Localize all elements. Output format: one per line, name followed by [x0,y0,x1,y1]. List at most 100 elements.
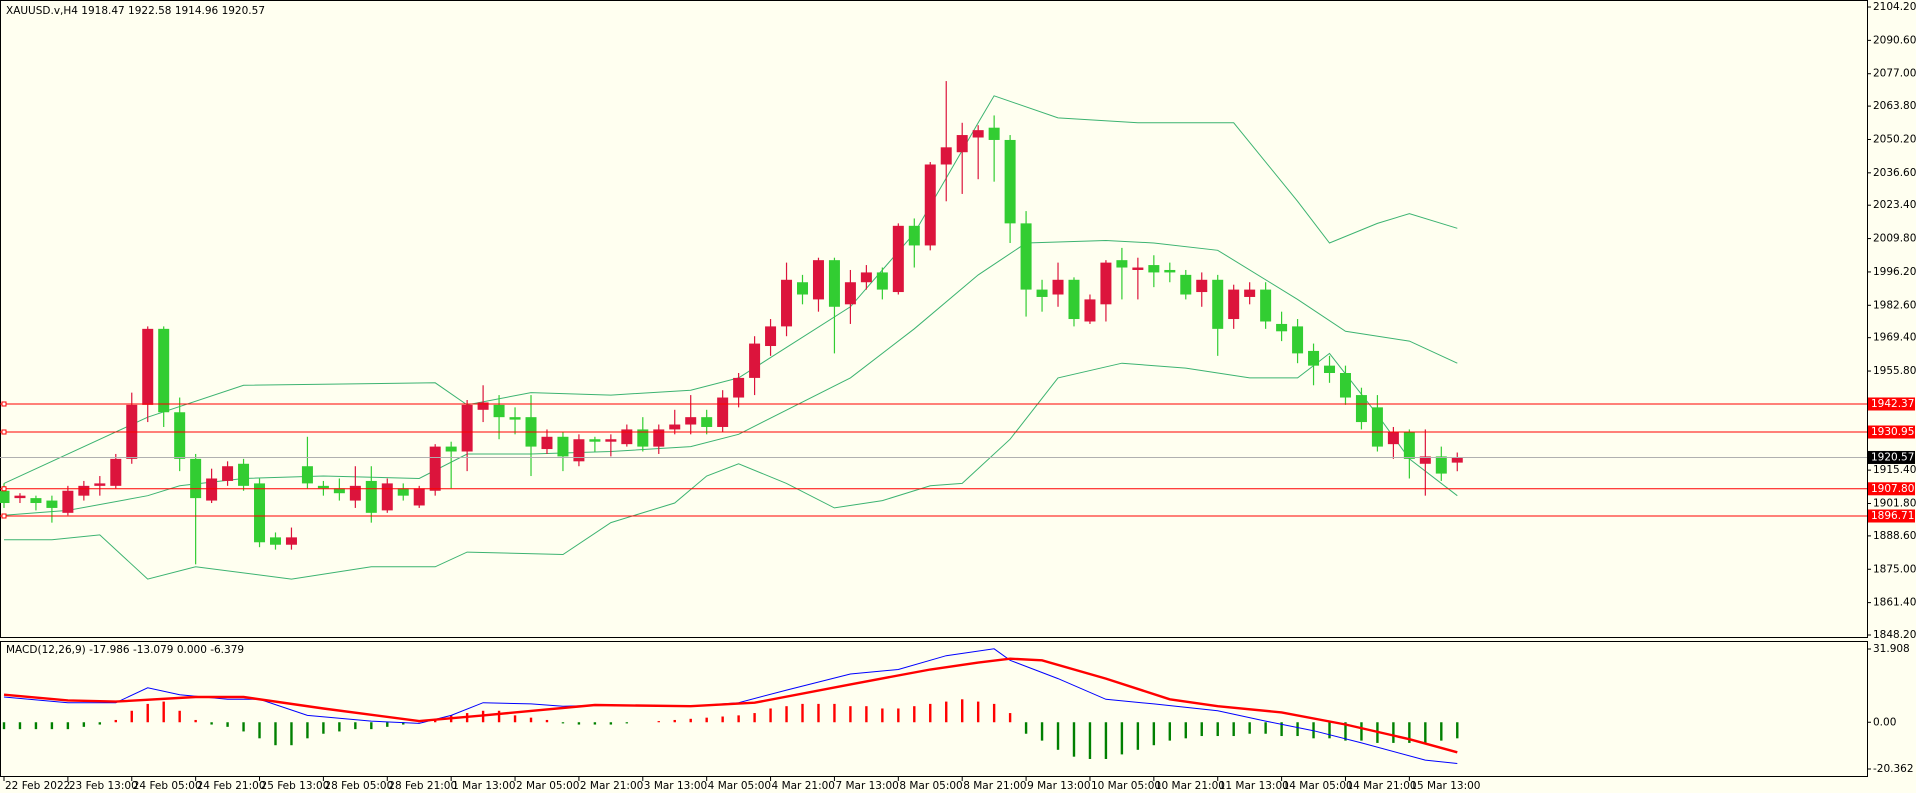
y-tick-label: 1996.20 [1873,266,1916,278]
candle-body [1292,326,1304,354]
candle-body [142,328,154,405]
level-label-box [1868,482,1915,496]
x-tick-label: 8 Mar 05:00 [899,780,962,792]
candle-body [669,424,681,430]
candle-body [301,466,313,484]
histogram-bar [402,722,405,725]
level-label: 1942.37 [1871,398,1914,410]
candle-body [1260,289,1272,322]
x-tick-label: 10 Mar 05:00 [1091,780,1161,792]
candle-body [1324,365,1336,374]
candle-body [621,429,633,445]
x-tick-label: 24 Feb 21:00 [197,780,266,792]
histogram-bar [162,701,165,723]
histogram-bar [1088,722,1092,759]
histogram-bar [753,713,756,723]
histogram-bar [992,703,996,723]
x-tick-label: 15 Mar 13:00 [1410,780,1480,792]
candle-body [1148,265,1160,273]
candle-body [1116,260,1128,268]
candle-body [956,135,968,153]
candle-body [844,282,856,305]
candle-body [1228,289,1240,320]
histogram-bar [1136,722,1140,750]
histogram-bar [577,722,581,725]
x-tick-label: 10 Mar 21:00 [1155,780,1225,792]
histogram-bar [178,710,181,723]
macd-pane-title: MACD(12,26,9) -17.986 -13.079 0.000 -6.3… [6,644,244,656]
candle-body [1212,279,1224,329]
candle-body [365,480,377,513]
candle-body [222,466,234,481]
y-tick-label: 2104.20 [1873,1,1916,13]
histogram-bar [258,722,261,739]
x-tick-label: 14 Mar 05:00 [1283,780,1353,792]
histogram-bar [1440,722,1443,741]
histogram-bar [370,722,373,730]
x-tick-label: 24 Feb 05:00 [133,780,202,792]
histogram-bar [1280,722,1283,737]
candle-body [190,458,202,499]
macd-pane-border [0,641,1868,777]
histogram-bar [976,701,980,723]
histogram-bar [705,717,708,723]
candle-body [110,458,122,486]
y-tick-label: 1848.20 [1873,629,1916,641]
histogram-bar [689,718,692,723]
histogram-bar [194,719,197,723]
y-tick-label: -20.362 [1873,763,1914,775]
x-tick-label: 7 Mar 13:00 [835,780,898,792]
y-tick-label: 1969.40 [1873,332,1916,344]
x-tick-label: 11 Mar 13:00 [1219,780,1289,792]
histogram-bar [1232,722,1235,737]
candle-body [1371,407,1383,447]
histogram-bar [226,722,229,727]
histogram-bar [1168,722,1172,741]
candle-body [988,127,1000,140]
histogram-bar [817,703,820,723]
histogram-bar [1072,722,1076,757]
y-tick-label: 1982.60 [1873,299,1916,311]
candle-body [1132,267,1144,270]
histogram-bar [657,721,660,723]
histogram-bar [322,722,325,734]
candle-body [206,478,218,501]
histogram-bar [737,715,740,723]
candle-body [46,500,58,508]
candle-body [1196,279,1208,293]
y-tick-label: 1875.00 [1873,563,1916,575]
histogram-bar [609,722,613,725]
histogram-bar [945,701,948,723]
histogram-bar [1216,722,1219,737]
candle-body [381,483,393,511]
candle-body [589,439,601,442]
histogram-bar [721,716,724,723]
candle-body [940,147,952,165]
histogram-bar [1024,722,1028,734]
histogram-bar [513,715,517,723]
histogram-bar [1328,722,1331,739]
histogram-bar [306,722,309,739]
x-tick-label: 1 Mar 13:00 [452,780,515,792]
candle-body [1419,456,1431,464]
y-tick-label: 2009.80 [1873,233,1916,245]
histogram-bar [529,717,533,723]
candle-body [701,417,713,427]
candle-body [797,282,808,295]
histogram-bar [881,708,884,723]
candle-body [254,483,266,543]
candle-body [828,260,840,307]
candle-body [1435,456,1447,474]
y-tick-label: 2050.20 [1873,133,1916,145]
candle-body [892,225,904,293]
y-tick-label: 2090.60 [1873,34,1916,46]
histogram-bar [1264,722,1267,734]
x-tick-label: 28 Feb 05:00 [324,780,393,792]
histogram-bar [865,706,868,723]
candle-body [1036,289,1048,297]
candle-body [733,377,745,398]
histogram-bar [1296,722,1299,737]
x-tick-label: 4 Mar 21:00 [772,780,835,792]
